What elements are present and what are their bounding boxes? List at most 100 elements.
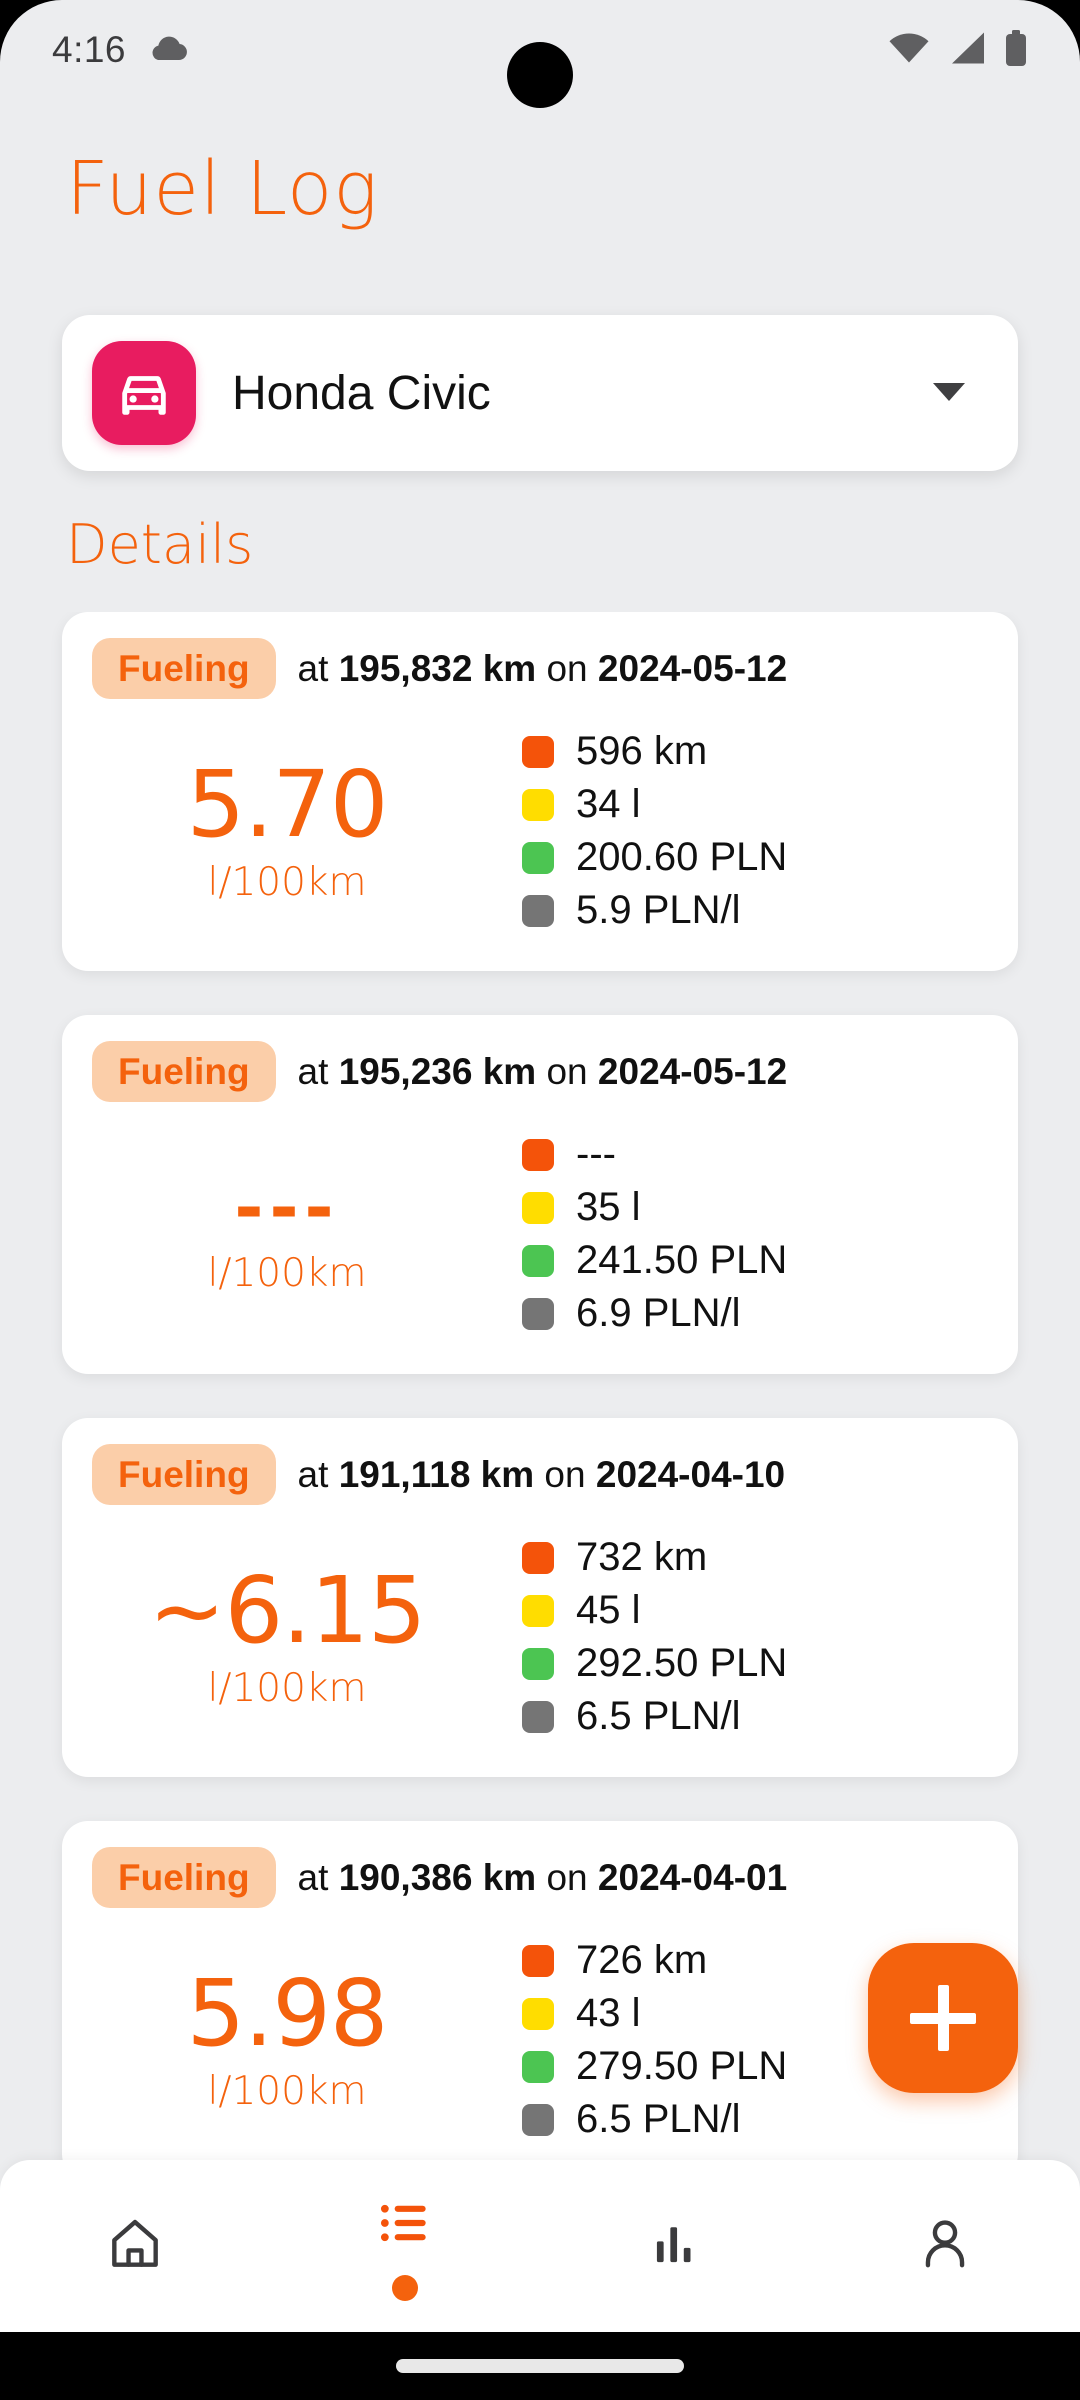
stat-label: 241.50 PLN <box>576 1238 788 1282</box>
stat-row: --- <box>522 1132 1018 1177</box>
entry-odometer: 190,386 km <box>338 1856 537 1898</box>
on-label: on <box>536 647 598 689</box>
consumption-unit: l/100km <box>207 859 367 905</box>
stat-row: 726 km <box>522 1938 1018 1983</box>
stat-label: 43 l <box>576 1991 641 2035</box>
stat-color-swatch <box>522 1191 554 1224</box>
consumption-block: 5.70 l/100km <box>62 757 522 905</box>
nav-item-entries[interactable] <box>270 2160 540 2332</box>
entry-odometer-date: at 191,118 km on 2024-04-10 <box>298 1454 786 1496</box>
stat-row: 279.50 PLN <box>522 2044 1018 2089</box>
entry-odometer-date: at 190,386 km on 2024-04-01 <box>298 1857 788 1899</box>
fuel-entry-card[interactable]: Fueling at 190,386 km on 2024-04-01 5.98 l/… <box>62 1821 1018 2160</box>
system-gesture-area <box>0 2332 1080 2400</box>
home-gesture-bar[interactable] <box>396 2359 684 2373</box>
nav-item-statistics[interactable] <box>540 2160 810 2332</box>
stat-row: 6.5 PLN/l <box>522 2097 1018 2142</box>
consumption-value: --- <box>234 1166 340 1249</box>
stat-row: 43 l <box>522 1991 1018 2036</box>
stat-row: 596 km <box>522 729 1018 774</box>
status-bar-left: 4:16 <box>52 29 188 71</box>
stat-label: 45 l <box>576 1588 641 1632</box>
stat-color-swatch <box>522 1997 554 2030</box>
entry-body: 5.70 l/100km 596 km 34 l 200.60 PLN 5.9 PLN/l <box>62 721 1018 941</box>
battery-icon <box>1004 29 1028 71</box>
on-label: on <box>534 1453 596 1495</box>
stat-row: 5.9 PLN/l <box>522 888 1018 933</box>
stat-label: 6.5 PLN/l <box>576 2097 741 2141</box>
stat-label: 35 l <box>576 1185 641 1229</box>
entry-date: 2024-05-12 <box>597 1050 788 1092</box>
consumption-block: --- l/100km <box>62 1166 522 1297</box>
fuel-entry-card[interactable]: Fueling at 191,118 km on 2024-04-10 ~6.15 l… <box>62 1418 1018 1777</box>
fuel-entry-card[interactable]: Fueling at 195,236 km on 2024-05-12 --- l/1… <box>62 1015 1018 1374</box>
entry-body: --- l/100km --- 35 l 241.50 PLN 6.9 PLN/l <box>62 1124 1018 1344</box>
stat-row: 292.50 PLN <box>522 1641 1018 1686</box>
entry-date: 2024-05-12 <box>597 647 788 689</box>
stat-label: 596 km <box>576 729 708 773</box>
stat-label: 200.60 PLN <box>576 835 788 879</box>
stat-color-swatch <box>522 2050 554 2083</box>
consumption-value: 5.70 <box>186 751 389 859</box>
stat-label: 292.50 PLN <box>576 1641 788 1685</box>
stat-color-swatch <box>522 735 554 768</box>
wifi-icon <box>888 31 930 70</box>
stat-color-swatch <box>522 788 554 821</box>
consumption-block: 5.98 l/100km <box>62 1966 522 2114</box>
nav-item-profile[interactable] <box>810 2160 1080 2332</box>
stat-row: 45 l <box>522 1588 1018 1633</box>
stat-label: 6.9 PLN/l <box>576 1291 741 1335</box>
on-label: on <box>536 1856 598 1898</box>
stat-color-swatch <box>522 2103 554 2136</box>
entry-header: Fueling at 195,832 km on 2024-05-12 <box>62 638 1018 699</box>
stat-color-swatch <box>522 841 554 874</box>
page-title: Fuel Log <box>66 146 379 232</box>
cloud-icon <box>148 34 188 67</box>
active-tab-indicator <box>392 2274 418 2301</box>
stat-label: --- <box>576 1132 616 1176</box>
bottom-navigation[interactable] <box>0 2160 1080 2332</box>
at-label: at <box>297 1453 339 1495</box>
stat-row: 35 l <box>522 1185 1018 1230</box>
stat-color-swatch <box>522 1541 554 1574</box>
stat-color-swatch <box>522 1297 554 1330</box>
on-label: on <box>536 1050 598 1092</box>
stat-label: 279.50 PLN <box>576 2044 788 2088</box>
entry-odometer-date: at 195,832 km on 2024-05-12 <box>298 648 788 690</box>
consumption-value: ~6.15 <box>148 1557 427 1665</box>
consumption-value: 5.98 <box>186 1960 389 2068</box>
list-icon <box>374 2192 436 2259</box>
entry-odometer: 195,832 km <box>338 647 537 689</box>
stat-row: 732 km <box>522 1535 1018 1580</box>
consumption-unit: l/100km <box>207 1251 367 1297</box>
entry-type-badge: Fueling <box>92 1847 276 1908</box>
vehicle-selector[interactable]: Honda Civic <box>62 315 1018 471</box>
entry-odometer-date: at 195,236 km on 2024-05-12 <box>298 1051 788 1093</box>
consumption-block: ~6.15 l/100km <box>62 1563 522 1711</box>
chevron-down-icon[interactable] <box>932 380 966 407</box>
stat-color-swatch <box>522 1647 554 1680</box>
add-entry-fab[interactable] <box>868 1943 1018 2093</box>
entry-odometer: 195,236 km <box>338 1050 537 1092</box>
section-header-details: Details <box>66 513 254 576</box>
stat-color-swatch <box>522 1594 554 1627</box>
nav-item-home[interactable] <box>0 2160 270 2332</box>
cellular-signal-icon <box>948 31 986 70</box>
fuel-entry-card[interactable]: Fueling at 195,832 km on 2024-05-12 5.70 l/… <box>62 612 1018 971</box>
status-bar-right <box>888 29 1028 71</box>
stat-row: 200.60 PLN <box>522 835 1018 880</box>
entry-stats: 726 km 43 l 279.50 PLN 6.5 PLN/l <box>522 1938 1018 2142</box>
consumption-unit: l/100km <box>207 1665 367 1711</box>
stat-row: 6.9 PLN/l <box>522 1291 1018 1336</box>
status-clock: 4:16 <box>52 29 127 70</box>
entry-stats: 732 km 45 l 292.50 PLN 6.5 PLN/l <box>522 1535 1018 1739</box>
at-label: at <box>297 1050 339 1092</box>
stat-row: 6.5 PLN/l <box>522 1694 1018 1739</box>
entry-list[interactable]: Fueling at 195,832 km on 2024-05-12 5.70 l/… <box>0 612 1080 2160</box>
at-label: at <box>297 647 339 689</box>
stat-color-swatch <box>522 1138 554 1171</box>
entry-body: 5.98 l/100km 726 km 43 l 279.50 PLN 6.5 PLN/l <box>62 1930 1018 2150</box>
status-bar: 4:16 <box>0 0 1080 100</box>
app-screen: 4:16 F <box>0 0 1080 2332</box>
